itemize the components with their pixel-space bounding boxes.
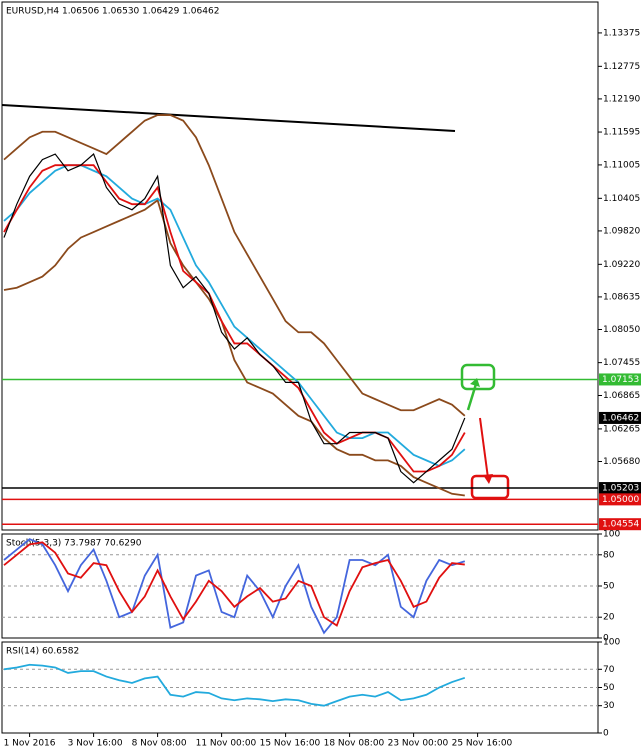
- y-tick-label: 1.07455: [603, 358, 640, 368]
- y-tick-label: 50: [603, 582, 615, 592]
- price-label-bg: [599, 493, 641, 506]
- series-line: [3, 164, 466, 473]
- x-tick-label: 3 Nov 16:00: [68, 739, 123, 749]
- y-tick-label: 1.05680: [603, 457, 640, 467]
- y-tick-label: 100: [603, 530, 620, 540]
- main-panel: [1, 1, 599, 531]
- price-label: 1.05000: [602, 495, 639, 505]
- price-label-bg: [599, 518, 641, 531]
- up-arrow: [466, 383, 478, 411]
- series-line: [3, 114, 466, 417]
- series-line: [3, 198, 465, 497]
- series-line: [3, 541, 465, 627]
- y-tick-label: 1.09820: [603, 226, 640, 236]
- price-label-bg: [599, 482, 641, 495]
- y-tick-label: 1.06265: [603, 424, 640, 434]
- down-arrow-head: [483, 474, 493, 484]
- y-tick-label: 1.08050: [603, 325, 640, 335]
- price-label: 1.07153: [602, 375, 639, 385]
- series-line: [3, 164, 466, 467]
- y-tick-label: 1.09220: [603, 260, 640, 270]
- price-label: 1.06462: [602, 413, 639, 423]
- series-line: [3, 663, 466, 707]
- x-tick-label: 23 Nov 00:00: [388, 739, 449, 749]
- y-tick-label: 0: [603, 729, 609, 739]
- y-tick-label: 1.06865: [603, 391, 640, 401]
- y-tick-label: 50: [603, 683, 615, 693]
- y-tick-label: 1.12190: [603, 94, 640, 104]
- y-tick-label: 1.10405: [603, 194, 640, 204]
- x-tick-label: 18 Nov 08:00: [324, 739, 385, 749]
- up-arrow-head: [470, 378, 480, 387]
- y-tick-label: 20: [603, 613, 615, 623]
- y-tick-label: 30: [603, 701, 615, 711]
- y-tick-label: 70: [603, 665, 615, 675]
- price-label-bg: [599, 411, 641, 424]
- y-tick-label: 1.12775: [603, 62, 640, 72]
- y-tick-label: 100: [603, 638, 620, 648]
- y-tick-label: 80: [603, 550, 615, 560]
- target-box: [460, 363, 496, 391]
- x-tick-label: 8 Nov 08:00: [132, 739, 187, 749]
- y-tick-label: 1.11595: [603, 128, 640, 138]
- price-label: 1.05203: [602, 484, 639, 494]
- x-tick-label: 25 Nov 16:00: [452, 739, 513, 749]
- price-label-bg: [599, 373, 641, 386]
- price-label: 1.04554: [602, 520, 639, 530]
- y-tick-label: 1.13375: [603, 28, 640, 38]
- trend-line: [1, 104, 456, 132]
- panel-title: EURUSD,H4 1.06506 1.06530 1.06429 1.0646…: [6, 7, 219, 17]
- y-tick-label: 1.11005: [603, 160, 640, 170]
- y-tick-label: 0: [603, 634, 609, 644]
- down-arrow: [479, 417, 489, 479]
- x-tick-label: 15 Nov 16:00: [260, 739, 321, 749]
- series-line: [3, 538, 466, 635]
- panel-title: RSI(14) 60.6582: [6, 647, 79, 657]
- x-tick-label: 11 Nov 00:00: [196, 739, 257, 749]
- y-tick-label: 1.08635: [603, 292, 640, 302]
- series-line: [3, 153, 466, 484]
- panel-title: Stoch(5,3,3) 73.7987 70.6290: [6, 539, 142, 549]
- x-tick-label: 1 Nov 2016: [4, 739, 56, 749]
